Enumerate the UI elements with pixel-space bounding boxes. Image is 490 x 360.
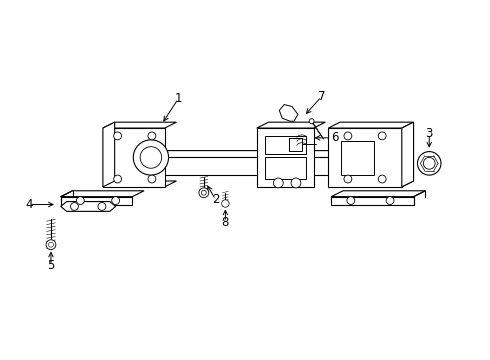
Circle shape xyxy=(201,190,206,195)
Text: 1: 1 xyxy=(174,92,182,105)
Circle shape xyxy=(344,175,352,183)
Text: 8: 8 xyxy=(221,216,229,229)
Polygon shape xyxy=(103,122,115,187)
Polygon shape xyxy=(61,197,132,204)
Circle shape xyxy=(309,119,314,123)
Circle shape xyxy=(49,242,53,247)
Circle shape xyxy=(148,132,156,140)
Circle shape xyxy=(140,147,162,168)
Circle shape xyxy=(386,197,394,204)
Text: 4: 4 xyxy=(25,198,33,211)
Circle shape xyxy=(423,157,435,169)
Circle shape xyxy=(71,203,78,210)
Text: 6: 6 xyxy=(331,131,339,144)
Polygon shape xyxy=(331,197,414,204)
Text: 7: 7 xyxy=(318,90,325,103)
Polygon shape xyxy=(132,150,409,157)
Polygon shape xyxy=(328,122,414,128)
Text: 2: 2 xyxy=(212,193,220,206)
Polygon shape xyxy=(257,128,314,187)
Circle shape xyxy=(344,132,352,140)
Polygon shape xyxy=(265,157,306,179)
Circle shape xyxy=(76,197,84,204)
Polygon shape xyxy=(328,181,414,187)
Circle shape xyxy=(417,152,441,175)
Polygon shape xyxy=(257,122,325,128)
Polygon shape xyxy=(341,141,374,175)
Polygon shape xyxy=(103,181,176,187)
Polygon shape xyxy=(289,138,302,150)
Circle shape xyxy=(114,132,122,140)
Circle shape xyxy=(378,175,386,183)
Polygon shape xyxy=(61,191,144,197)
Polygon shape xyxy=(103,122,176,128)
Polygon shape xyxy=(402,122,414,187)
Polygon shape xyxy=(279,104,298,121)
Circle shape xyxy=(114,175,122,183)
Polygon shape xyxy=(61,202,116,211)
Circle shape xyxy=(291,178,301,188)
Polygon shape xyxy=(331,191,425,197)
Circle shape xyxy=(133,140,169,175)
Circle shape xyxy=(273,178,283,188)
Circle shape xyxy=(98,203,106,210)
Circle shape xyxy=(221,200,229,207)
Circle shape xyxy=(112,197,120,204)
Text: 5: 5 xyxy=(47,259,55,272)
Polygon shape xyxy=(328,128,402,187)
Text: 3: 3 xyxy=(425,127,433,140)
Circle shape xyxy=(347,197,355,204)
Circle shape xyxy=(46,240,56,249)
Polygon shape xyxy=(132,157,397,175)
Circle shape xyxy=(199,188,209,198)
Polygon shape xyxy=(103,128,165,187)
Circle shape xyxy=(378,132,386,140)
Polygon shape xyxy=(265,136,306,153)
Circle shape xyxy=(148,175,156,183)
